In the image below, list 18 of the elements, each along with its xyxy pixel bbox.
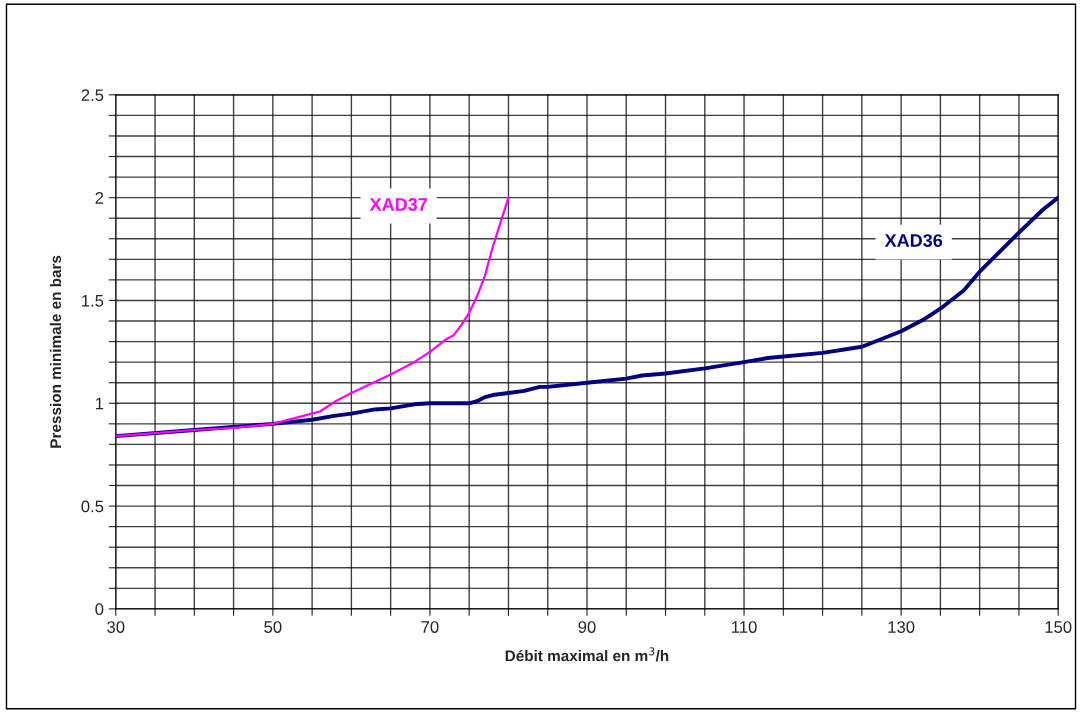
x-tick-label: 90: [578, 621, 596, 633]
x-tick-label: 110: [732, 621, 757, 633]
x-tick-label: 150: [1045, 621, 1072, 633]
text: XAD37: [369, 198, 427, 211]
y-tick-label: 2.5: [81, 89, 104, 102]
y-tick-label: 0.5: [81, 500, 104, 513]
y-tick-label: 1.5: [82, 295, 104, 307]
y-tick-label: 2: [95, 192, 104, 204]
y-axis-title: Pression minimale en bars: [49, 255, 62, 448]
text: XAD36: [884, 234, 943, 247]
x-axis-title: Débit maximal en m$^{3}$/h: [505, 647, 669, 662]
x-tick-label: 130: [888, 621, 915, 633]
x-tick-label: 50: [264, 621, 282, 633]
x-tick-label: 70: [421, 621, 439, 633]
y-tick-label: 0: [95, 603, 104, 616]
y-tick-label: 1: [95, 397, 104, 410]
x-tick-label: 30: [107, 621, 125, 633]
line-series: [115, 196, 510, 438]
